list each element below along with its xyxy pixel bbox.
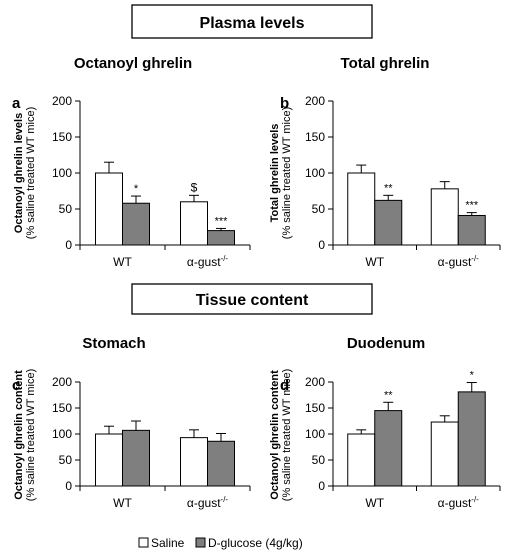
panel-title: Octanoyl ghrelin (74, 55, 192, 72)
bar-saline (430, 188, 459, 246)
significance-label: ** (384, 182, 393, 194)
y-tick-label: 200 (305, 94, 325, 108)
bar-glucose (374, 410, 403, 487)
y-axis-label-line2: (% saline treated WT mice) (25, 369, 37, 501)
panel-title: Stomach (82, 335, 145, 352)
x-tick-label: WT (113, 255, 132, 269)
bar-glucose (122, 202, 150, 246)
x-tick-label: α-gust-/- (438, 495, 480, 510)
bar-glucose (457, 391, 486, 487)
y-tick-label: 200 (305, 375, 325, 389)
panel-letter: c (12, 377, 20, 394)
bar-glucose (457, 214, 486, 246)
bar-saline (430, 421, 459, 487)
panel-letter: a (12, 95, 21, 112)
section-header-plasma: Plasma levels (131, 4, 373, 39)
y-axis-label-line1: Octanoyl ghrelin content (13, 370, 25, 500)
y-axis-label: Octanoyl ghrelin content(% saline treate… (13, 369, 37, 501)
y-tick-label: 150 (305, 130, 325, 144)
y-tick-label: 150 (52, 130, 72, 144)
bar-glucose (122, 429, 150, 487)
y-axis-label: Total ghrelin levels(% saline treated WT… (269, 107, 293, 239)
x-tick-label-text: α-gust (187, 496, 221, 510)
x-tick-label-text: α-gust (187, 255, 221, 269)
y-axis-label: Octanoyl ghrelin content(% saline treate… (269, 369, 293, 501)
x-tick-label-text: α-gust (438, 496, 472, 510)
x-tick-label-superscript: -/- (471, 254, 479, 263)
x-tick-label-text: WT (365, 255, 384, 269)
y-axis-label-line1: Octanoyl ghrelin content (269, 370, 281, 500)
y-tick-label: 0 (318, 238, 325, 252)
y-tick-label: 50 (312, 453, 326, 467)
x-tick-label: α-gust-/- (438, 254, 480, 269)
y-tick-label: 150 (305, 401, 325, 415)
bar-saline (180, 201, 208, 246)
y-axis-label: Octanoyl ghrelin levels(% saline treated… (13, 107, 37, 239)
x-tick-label-text: WT (365, 496, 384, 510)
y-tick-label: 100 (52, 427, 72, 441)
significance-label: * (134, 183, 139, 195)
significance-label: *** (215, 215, 229, 227)
x-tick-label: WT (365, 255, 384, 269)
y-tick-label: 150 (52, 401, 72, 415)
legend-swatch-glucose (195, 537, 206, 548)
y-tick-label: 0 (65, 479, 72, 493)
x-tick-label: WT (113, 496, 132, 510)
y-tick-label: 100 (305, 166, 325, 180)
bar-saline (347, 433, 376, 487)
legend-label-saline: Saline (151, 536, 185, 550)
section-header-plasma-box (131, 4, 373, 39)
y-axis-label-line2: (% saline treated WT mice) (281, 107, 293, 239)
section-header-tissue-box (131, 283, 373, 315)
panel-title: Duodenum (347, 335, 425, 352)
legend: Saline D-glucose (4g/kg) (138, 536, 303, 550)
x-tick-label-text: WT (113, 496, 132, 510)
x-tick-label-superscript: -/- (471, 495, 479, 504)
bar-glucose (374, 199, 403, 246)
y-tick-label: 100 (52, 166, 72, 180)
bar-saline (95, 433, 123, 487)
section-header-tissue: Tissue content (131, 283, 373, 315)
panel-title: Total ghrelin (341, 55, 430, 72)
legend-label-glucose: D-glucose (4g/kg) (208, 536, 303, 550)
section-title-plasma: Plasma levels (200, 15, 305, 32)
panel-letter: d (280, 377, 289, 394)
x-tick-label: WT (365, 496, 384, 510)
bar-glucose (207, 440, 235, 487)
section-title-tissue: Tissue content (196, 292, 309, 309)
y-tick-label: 200 (52, 94, 72, 108)
x-tick-label-superscript: -/- (221, 254, 229, 263)
significance-label: $ (191, 180, 198, 194)
y-tick-label: 50 (59, 453, 73, 467)
y-axis-label-line1: Total ghrelin levels (269, 124, 281, 223)
x-tick-label: α-gust-/- (187, 495, 229, 510)
bar-saline (180, 437, 208, 487)
y-tick-label: 0 (65, 238, 72, 252)
x-tick-label-text: WT (113, 255, 132, 269)
y-tick-label: 0 (318, 479, 325, 493)
x-tick-label-superscript: -/- (221, 495, 229, 504)
y-axis-label-line1: Octanoyl ghrelin levels (13, 113, 25, 233)
y-tick-label: 50 (59, 202, 73, 216)
x-tick-label: α-gust-/- (187, 254, 229, 269)
x-tick-label-text: α-gust (438, 255, 472, 269)
y-tick-label: 100 (305, 427, 325, 441)
significance-label: ** (384, 389, 393, 401)
bar-glucose (207, 230, 235, 246)
y-tick-label: 200 (52, 375, 72, 389)
y-axis-label-line2: (% saline treated WT mice) (25, 107, 37, 239)
bar-saline (347, 172, 376, 246)
legend-swatch-saline (138, 537, 149, 548)
significance-label: *** (465, 200, 479, 212)
panel-letter: b (280, 95, 289, 112)
bar-saline (95, 172, 123, 246)
significance-label: * (470, 370, 475, 382)
y-axis-label-line2: (% saline treated WT mice) (281, 369, 293, 501)
y-tick-label: 50 (312, 202, 326, 216)
